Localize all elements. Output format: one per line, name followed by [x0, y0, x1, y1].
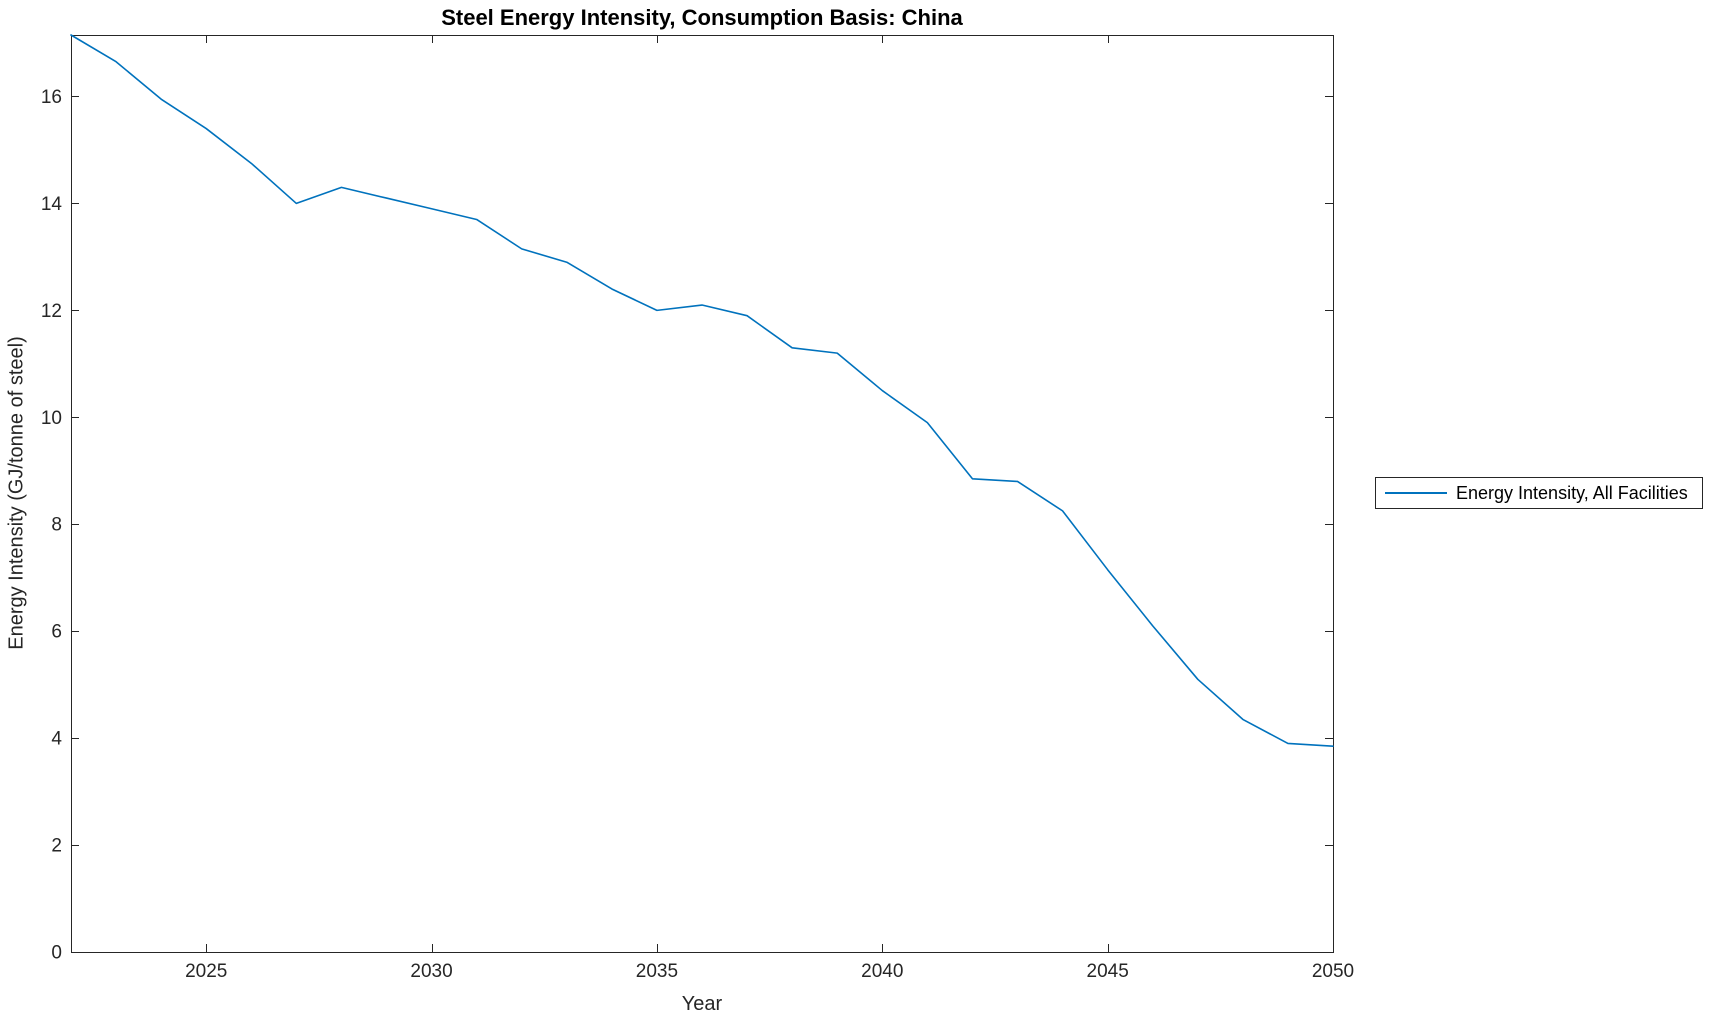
series-line: [70, 34, 1334, 747]
chart-title: Steel Energy Intensity, Consumption Basi…: [441, 5, 963, 30]
x-tick-label: 2035: [636, 961, 678, 982]
y-tick-label: 0: [51, 943, 62, 964]
x-tick-label: 2030: [410, 961, 452, 982]
x-tick-label: 2045: [1087, 961, 1129, 982]
y-tick-label: 4: [51, 729, 62, 750]
y-tick-label: 6: [51, 622, 62, 643]
x-tick-label: 2025: [185, 961, 227, 982]
x-tick-label: 2040: [861, 961, 903, 982]
legend: Energy Intensity, All Facilities: [1375, 477, 1703, 509]
y-tick-label: 10: [41, 408, 62, 429]
y-tick-label: 8: [51, 515, 62, 536]
legend-label: Energy Intensity, All Facilities: [1456, 482, 1688, 503]
y-tick-label: 2: [51, 836, 62, 857]
legend-line-sample: [1385, 492, 1447, 494]
y-tick-label: 16: [41, 87, 62, 108]
y-tick-label: 12: [41, 301, 62, 322]
y-axis-label: Energy Intensity (GJ/tonne of steel): [5, 336, 28, 650]
plot-box: [71, 35, 1334, 953]
x-axis-label: Year: [681, 993, 723, 1015]
x-tick-label: 2050: [1312, 961, 1354, 982]
y-tick-label: 14: [41, 194, 63, 215]
